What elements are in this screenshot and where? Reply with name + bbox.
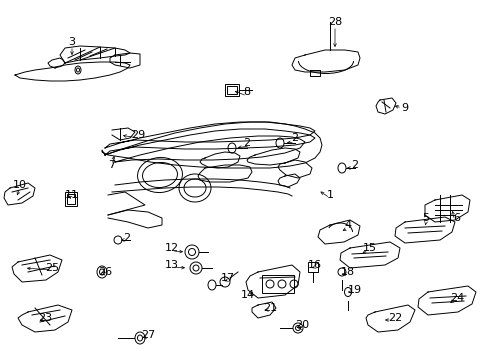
Bar	[307, 262, 317, 272]
Text: 4: 4	[344, 220, 351, 230]
Text: 8: 8	[243, 87, 250, 97]
Text: 2: 2	[351, 160, 358, 170]
Text: 27: 27	[141, 330, 155, 340]
Text: 28: 28	[327, 17, 342, 27]
Text: 20: 20	[294, 320, 308, 330]
Text: 15: 15	[362, 243, 376, 253]
Text: 3: 3	[68, 37, 75, 47]
Bar	[262, 275, 293, 293]
Text: 25: 25	[45, 263, 59, 273]
Text: 16: 16	[307, 260, 321, 270]
Text: 14: 14	[241, 290, 255, 300]
Text: 9: 9	[401, 103, 408, 113]
Text: 18: 18	[340, 267, 354, 277]
Text: 2: 2	[291, 133, 298, 143]
Text: 12: 12	[164, 243, 179, 253]
Text: 22: 22	[387, 313, 401, 323]
Bar	[67, 194, 75, 204]
Text: 13: 13	[164, 260, 179, 270]
Text: 5: 5	[422, 213, 428, 223]
Text: 23: 23	[38, 313, 52, 323]
Text: 29: 29	[131, 130, 145, 140]
Text: 26: 26	[98, 267, 112, 277]
Text: 17: 17	[221, 273, 235, 283]
Text: 19: 19	[347, 285, 361, 295]
Text: 24: 24	[449, 293, 463, 303]
Text: 2: 2	[243, 138, 250, 148]
Text: 21: 21	[263, 303, 277, 313]
Bar	[65, 192, 77, 206]
Text: 1: 1	[326, 190, 333, 200]
Text: 2: 2	[123, 233, 130, 243]
Text: 6: 6	[452, 213, 460, 223]
Text: 7: 7	[108, 160, 115, 170]
Text: 10: 10	[13, 180, 27, 190]
Bar	[226, 86, 237, 94]
Bar	[224, 84, 239, 96]
Text: 11: 11	[65, 190, 79, 200]
